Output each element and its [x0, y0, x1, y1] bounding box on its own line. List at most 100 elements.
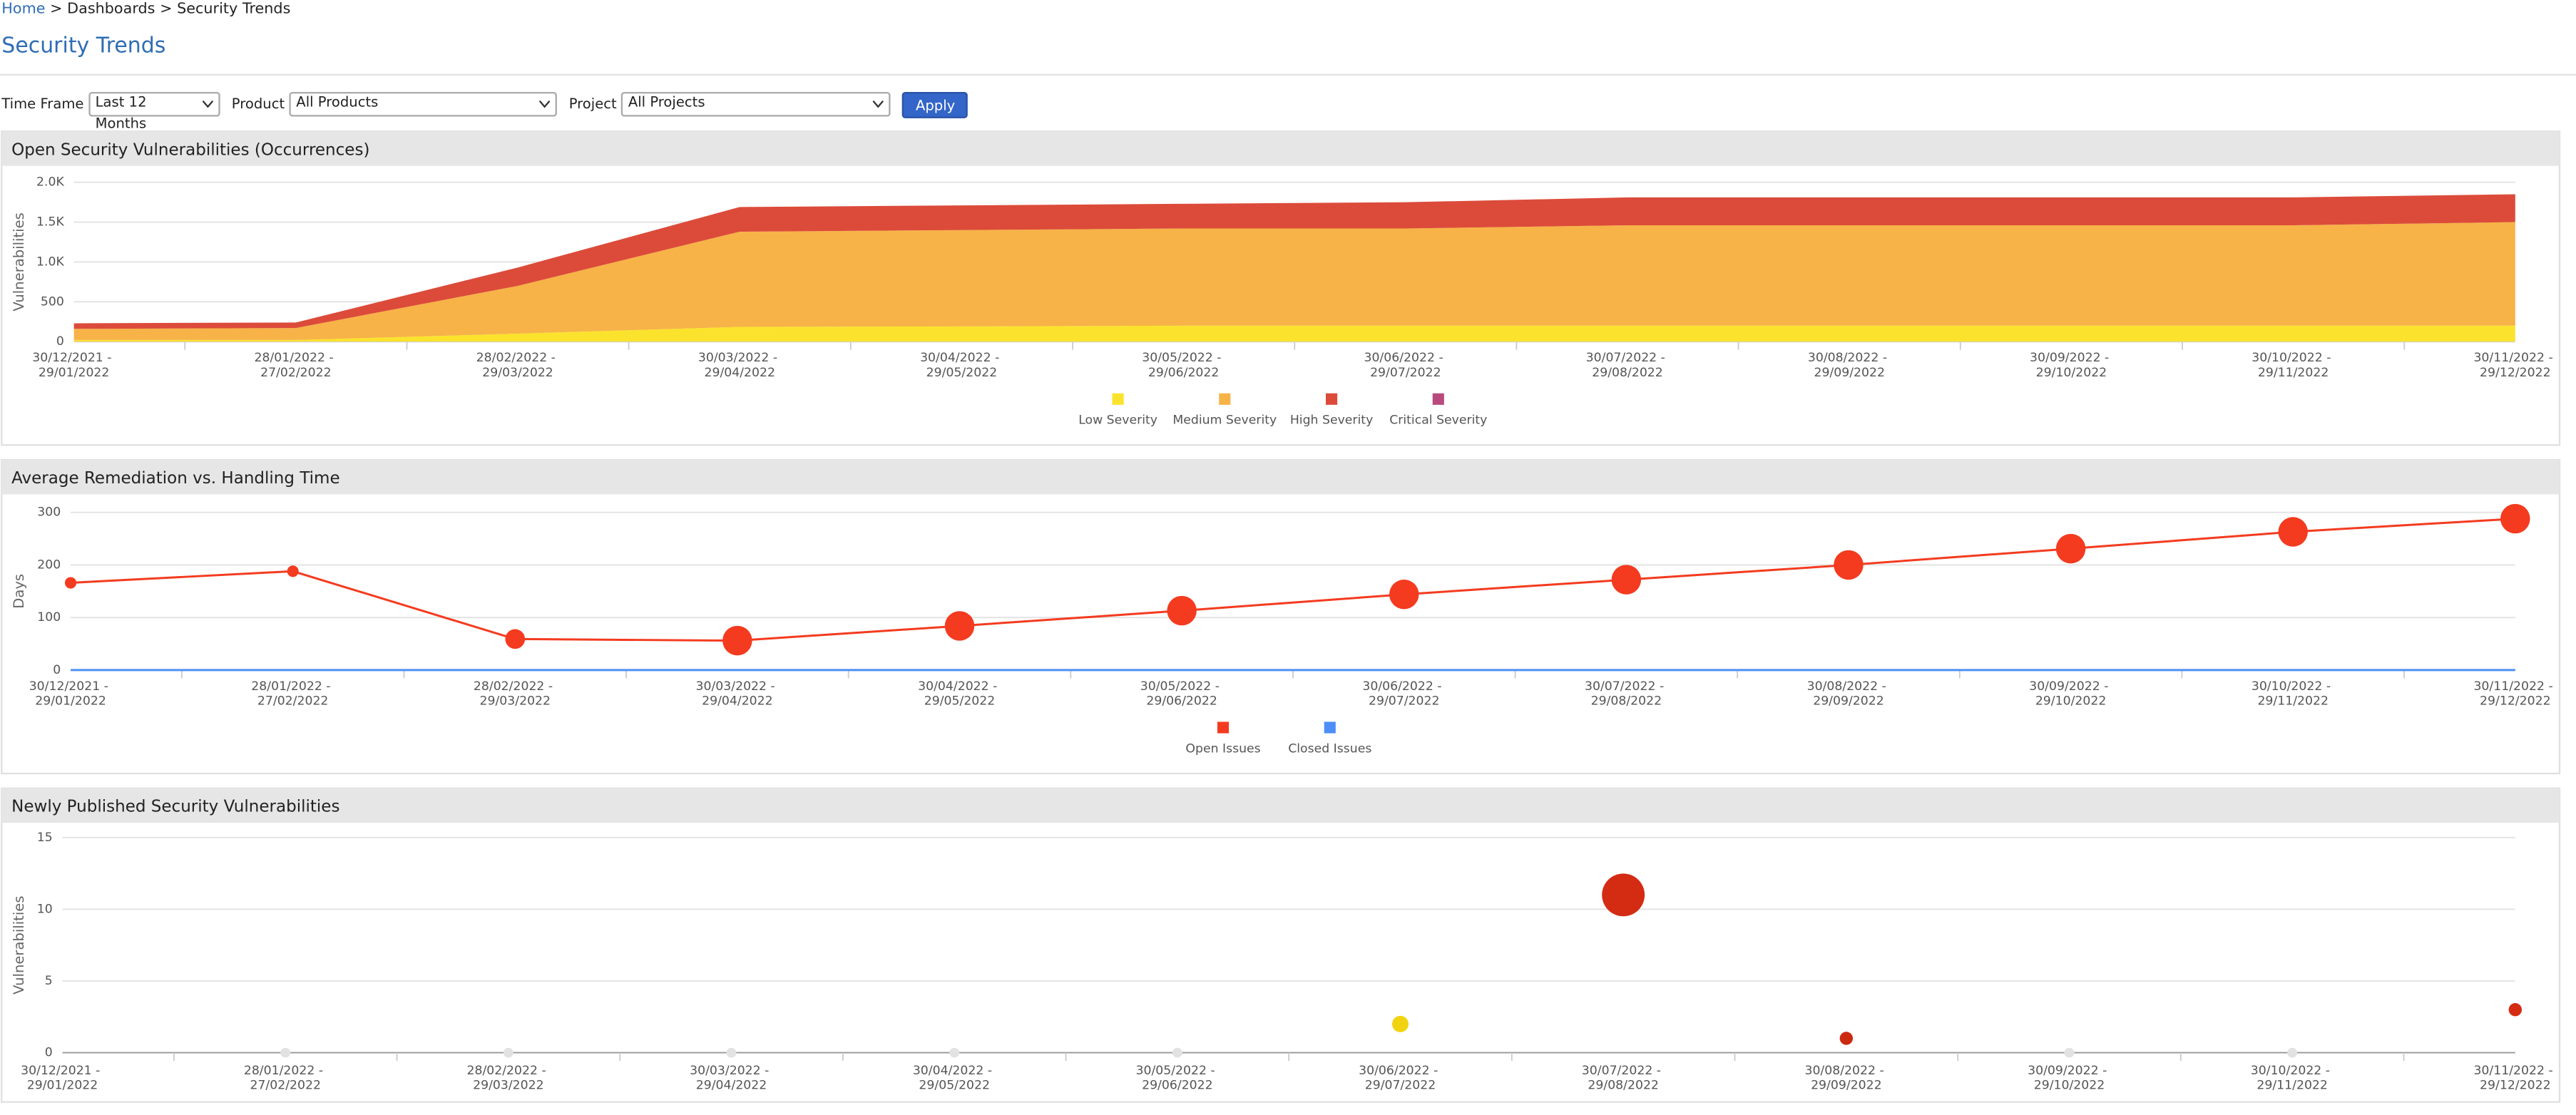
breadcrumb-separator: >: [50, 1, 63, 19]
x-tick-label: 30/11/2022 - 29/12/2022: [2473, 679, 2557, 709]
x-tick-label-line: 30/03/2022 -: [696, 679, 780, 694]
time-frame-select[interactable]: Last 12 Months: [88, 92, 220, 133]
legend-swatch: [1112, 393, 1124, 405]
x-tick-label-line: 30/09/2022 -: [2028, 1064, 2111, 1078]
x-tick-label-line: 30/09/2022 -: [2029, 679, 2112, 694]
x-tick-label: 30/09/2022 - 29/10/2022: [2028, 1064, 2111, 1093]
x-tick-label-line: 29/12/2022: [2480, 694, 2551, 709]
x-tick-label-line: 29/07/2022: [1365, 1079, 1436, 1093]
marker: [1167, 595, 1197, 626]
x-tick-label-line: 30/08/2022 -: [1807, 679, 1891, 694]
x-tick-label-line: 29/10/2022: [2036, 366, 2107, 380]
x-tick-label: 28/02/2022 - 29/03/2022: [476, 351, 560, 380]
x-tick-label-line: 29/09/2022: [1813, 694, 1884, 709]
x-tick-label-line: 30/10/2022 -: [2252, 679, 2335, 694]
select-value: Last 12 Months: [95, 95, 147, 133]
x-tick-label-line: 30/06/2022 -: [1359, 1064, 1442, 1078]
select-value: All Products: [296, 95, 379, 112]
x-tick-label-line: 29/06/2022: [1148, 366, 1220, 380]
project-select[interactable]: All Projects: [621, 92, 891, 117]
bubble: [280, 1047, 291, 1058]
filter-label: Time Frame: [1, 96, 84, 113]
y-axis-label: Days: [11, 574, 27, 609]
x-tick-label: 30/11/2022 - 29/12/2022: [2473, 351, 2557, 380]
y-tick-label: 0: [56, 334, 64, 349]
x-tick-label-line: 29/10/2022: [2034, 1079, 2105, 1093]
line: [70, 518, 2515, 642]
x-tick-label: 30/09/2022 - 29/10/2022: [2029, 679, 2112, 709]
area: [73, 194, 2515, 329]
apply-button[interactable]: Apply: [902, 91, 968, 118]
x-tick-label-line: 29/07/2022: [1369, 694, 1440, 709]
y-axis-label: Vulnerabilities: [11, 212, 27, 312]
x-tick-label-line: 30/06/2022 -: [1362, 679, 1446, 694]
x-tick-label: 30/10/2022 - 29/11/2022: [2252, 679, 2335, 709]
legend-swatch: [1219, 393, 1231, 405]
marker: [287, 565, 299, 577]
bubble: [503, 1047, 513, 1058]
x-tick-label: 30/06/2022 - 29/07/2022: [1364, 351, 1447, 380]
x-tick-label-line: 28/02/2022 -: [466, 1064, 550, 1078]
x-tick-label-line: 30/10/2022 -: [2252, 351, 2335, 365]
bubble: [949, 1047, 960, 1058]
legend-swatch: [1326, 393, 1338, 405]
select-value: All Projects: [628, 95, 705, 112]
x-tick-label-line: 27/02/2022: [250, 1079, 321, 1093]
area: [73, 222, 2515, 340]
x-tick-label-line: 29/11/2022: [2256, 1079, 2328, 1093]
x-tick-label: 30/12/2021 - 29/01/2022: [29, 679, 113, 709]
x-tick-label-line: 29/01/2022: [35, 694, 106, 709]
x-tick-label: 30/03/2022 - 29/04/2022: [698, 351, 782, 380]
breadcrumb-item: Security Trends: [177, 1, 291, 19]
x-tick-label: 30/06/2022 - 29/07/2022: [1362, 679, 1446, 709]
y-tick-label: 2.0K: [36, 175, 64, 190]
divider: [0, 73, 2576, 76]
y-tick-label: 300: [37, 505, 61, 520]
x-tick-label: 28/01/2022 - 27/02/2022: [244, 1064, 327, 1093]
x-tick-label-line: 29/10/2022: [2035, 694, 2107, 709]
x-tick-label-line: 30/08/2022 -: [1804, 1064, 1888, 1078]
x-tick-label-line: 30/05/2022 -: [1142, 351, 1225, 365]
x-tick-label-line: 30/03/2022 -: [690, 1064, 773, 1078]
x-tick-label-line: 30/08/2022 -: [1808, 351, 1891, 365]
y-tick-label: 1.5K: [36, 215, 64, 230]
chevron: [873, 100, 884, 108]
x-tick-label: 30/03/2022 - 29/04/2022: [690, 1064, 773, 1093]
x-tick-label-line: 29/05/2022: [919, 1079, 990, 1093]
legend-label: Critical Severity: [1389, 413, 1487, 428]
marker: [505, 629, 526, 649]
x-tick-label: 28/02/2022 - 29/03/2022: [474, 679, 557, 709]
x-tick-label: 30/08/2022 - 29/09/2022: [1808, 351, 1891, 380]
x-tick-label-line: 30/11/2022 -: [2473, 351, 2557, 365]
y-tick-label: 0: [45, 1046, 53, 1060]
x-tick-label: 30/12/2021 - 29/01/2022: [21, 1064, 104, 1093]
x-tick-label-line: 29/01/2022: [27, 1079, 98, 1093]
x-tick-label: 30/05/2022 - 29/06/2022: [1135, 1064, 1219, 1093]
x-tick-label-line: 28/02/2022 -: [476, 351, 560, 365]
x-tick-label-line: 29/08/2022: [1591, 694, 1662, 709]
product-select[interactable]: All Products: [290, 92, 558, 117]
area: [73, 325, 2515, 342]
x-tick-label-line: 29/03/2022: [482, 366, 553, 380]
breadcrumb: Home > Dashboards > Security Trends: [1, 0, 290, 20]
x-tick-label-line: 30/09/2022 -: [2030, 351, 2113, 365]
y-tick-label: 15: [37, 831, 53, 845]
x-tick-label-line: 29/11/2022: [2257, 694, 2329, 709]
x-tick-label-line: 29/06/2022: [1142, 1079, 1213, 1093]
breadcrumb-link[interactable]: Home: [1, 1, 46, 19]
bubble: [1172, 1047, 1182, 1058]
y-tick-label: 100: [37, 610, 61, 625]
x-tick-label: 30/09/2022 - 29/10/2022: [2030, 351, 2113, 380]
y-tick-label: 0: [53, 663, 61, 677]
x-tick-label-line: 29/03/2022: [473, 1079, 544, 1093]
filter-label: Product: [231, 96, 285, 113]
marker: [2500, 503, 2530, 534]
x-tick-label-line: 30/04/2022 -: [913, 1064, 996, 1078]
marker: [722, 625, 752, 656]
breadcrumb-item[interactable]: Dashboards: [67, 1, 155, 19]
x-tick-label-line: 28/02/2022 -: [474, 679, 557, 694]
panel: [1, 787, 2561, 1103]
x-tick-label: 30/05/2022 - 29/06/2022: [1142, 351, 1225, 380]
x-tick-label: 30/08/2022 - 29/09/2022: [1807, 679, 1891, 709]
